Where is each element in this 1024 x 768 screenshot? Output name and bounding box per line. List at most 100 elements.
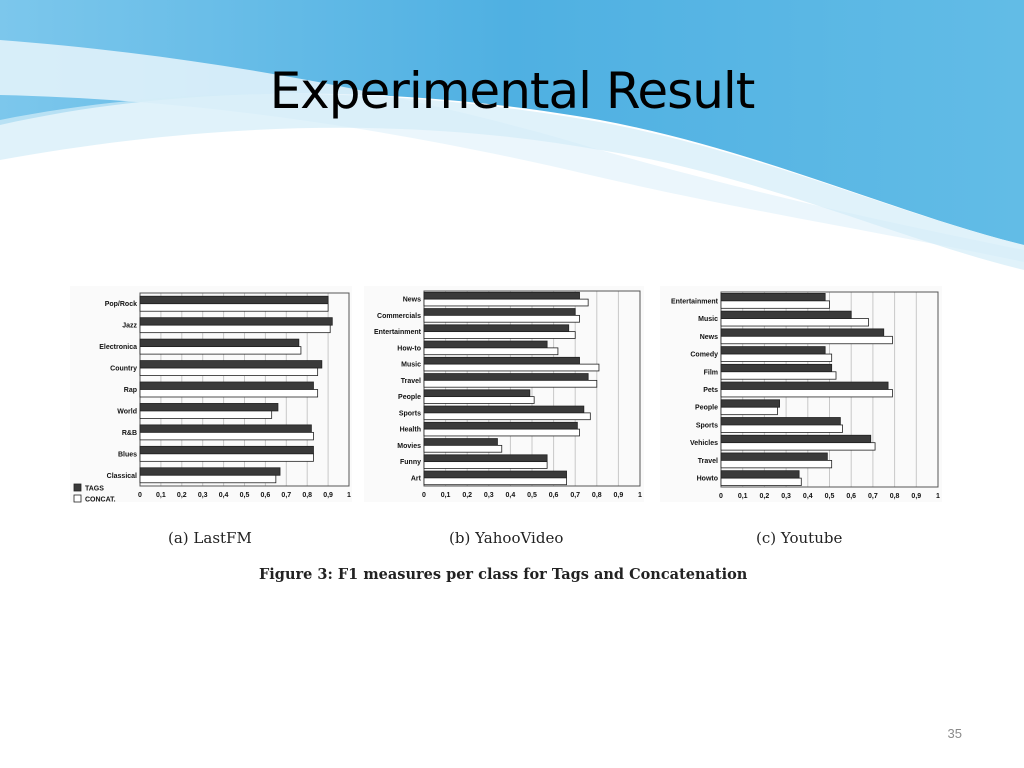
x-tick-label: 0,4 <box>803 493 813 500</box>
plot-frame <box>423 290 641 487</box>
category-label: News <box>403 297 421 304</box>
bar-concat <box>423 314 580 323</box>
category-label: World <box>117 408 137 415</box>
legend-label: CONCAT. <box>85 497 116 504</box>
x-tick-label: 0,7 <box>570 492 580 499</box>
bar-concat <box>720 406 778 416</box>
bar-concat <box>139 474 277 484</box>
bar-tags <box>720 328 885 337</box>
category-label: Howto <box>697 476 718 483</box>
x-tick-label: 0,3 <box>781 493 791 500</box>
category-label: Pop/Rock <box>105 301 137 308</box>
bar-concat <box>423 347 559 356</box>
chart-1: 0 0,1 0,2 0,3 0,4 0,5 0,6 0,7 0,8 0,9 1 News Commerc… <box>364 286 644 502</box>
bar-tags <box>720 310 852 319</box>
category-label: News <box>700 334 718 341</box>
x-tick-label: 0,8 <box>890 493 900 500</box>
category-label: Art <box>411 475 422 482</box>
x-tick-label: 0,7 <box>868 493 878 500</box>
bar-tags <box>423 291 580 300</box>
bar-tags <box>423 340 548 349</box>
bar-tags <box>423 356 580 365</box>
category-label: Travel <box>698 458 718 465</box>
bar-concat <box>720 477 802 486</box>
x-tick-label: 0,3 <box>198 492 208 499</box>
chart-0: 0 0,1 0,2 0,3 0,4 0,5 0,6 0,7 0,8 0,9 1 Pop/Rock Jaz… <box>70 286 352 504</box>
bar-tags <box>720 470 800 479</box>
category-label: Travel <box>401 378 421 385</box>
bar-tags <box>139 360 323 369</box>
legend-label: TAGS <box>85 486 104 493</box>
x-tick-label: 1 <box>638 492 642 499</box>
x-tick-label: 0,4 <box>506 492 516 499</box>
x-tick-label: 0,6 <box>549 492 559 499</box>
bar-concat <box>720 300 830 309</box>
category-label: Jazz <box>122 323 137 330</box>
bar-concat <box>139 453 314 462</box>
category-label: Classical <box>107 473 137 480</box>
category-label: Pets <box>703 387 718 394</box>
category-label: Comedy <box>690 352 718 359</box>
bar-tags <box>139 381 314 390</box>
x-tick-label: 0 <box>138 492 142 499</box>
bar-tags <box>423 405 585 414</box>
bar-tags <box>139 424 312 433</box>
category-label: How-to <box>397 345 421 352</box>
bar-tags <box>720 434 872 444</box>
x-tick-label: 0,3 <box>484 492 494 499</box>
bar-concat <box>139 346 302 355</box>
legend-swatch <box>73 494 82 503</box>
bar-concat <box>720 353 833 362</box>
x-tick-label: 1 <box>347 492 351 499</box>
bar-concat <box>423 298 589 307</box>
x-tick-label: 0,4 <box>219 492 229 499</box>
bar-concat <box>423 363 600 372</box>
bar-concat <box>720 442 876 451</box>
x-tick-label: 0,1 <box>738 493 748 500</box>
bar-tags <box>423 438 498 446</box>
category-label: Funny <box>400 459 421 466</box>
x-tick-label: 0,2 <box>177 492 187 499</box>
bar-tags <box>139 467 281 476</box>
bar-concat <box>720 389 893 398</box>
bar-concat <box>423 331 576 339</box>
bar-concat <box>139 431 314 441</box>
bar-tags <box>139 295 329 305</box>
bar-concat <box>139 367 319 376</box>
subfigure-caption-youtube: (c) Youtube <box>756 529 843 547</box>
x-tick-label: 0,2 <box>760 493 770 500</box>
bar-tags <box>720 452 828 461</box>
x-tick-label: 0,5 <box>240 492 250 499</box>
x-tick-label: 0,2 <box>462 492 472 499</box>
bar-tags <box>423 421 578 430</box>
bar-tags <box>139 445 314 455</box>
x-tick-label: 0,8 <box>302 492 312 499</box>
bar-tags <box>423 389 531 398</box>
bar-concat <box>139 324 331 334</box>
legend-swatch <box>73 483 82 492</box>
header-wave-banner <box>0 0 1024 270</box>
category-label: Film <box>704 369 718 376</box>
x-tick-label: 0 <box>719 493 723 500</box>
x-tick-label: 0,5 <box>825 493 835 500</box>
x-tick-label: 0,8 <box>592 492 602 499</box>
category-label: People <box>695 405 718 412</box>
figure-charts: 0 0,1 0,2 0,3 0,4 0,5 0,6 0,7 0,8 0,9 1 Pop/Rock Jaz… <box>70 286 942 504</box>
category-label: Blues <box>118 451 137 458</box>
subfigure-caption-yahoovideo: (b) YahooVideo <box>449 529 564 547</box>
bar-concat <box>139 389 319 398</box>
bar-tags <box>423 454 548 463</box>
category-label: People <box>398 394 421 401</box>
category-label: Sports <box>696 422 718 429</box>
bar-concat <box>423 444 503 453</box>
category-label: Commercials <box>377 313 421 320</box>
bar-concat <box>720 371 837 380</box>
bar-tags <box>423 308 576 316</box>
slide-title: Experimental Result <box>269 62 756 120</box>
bar-tags <box>720 293 826 302</box>
bar-concat <box>139 410 273 419</box>
bar-tags <box>720 381 889 390</box>
x-tick-label: 0,5 <box>527 492 537 499</box>
chart-2: 0 0,1 0,2 0,3 0,4 0,5 0,6 0,7 0,8 0,9 1 Entertainme… <box>660 286 942 502</box>
bar-concat <box>423 461 548 469</box>
